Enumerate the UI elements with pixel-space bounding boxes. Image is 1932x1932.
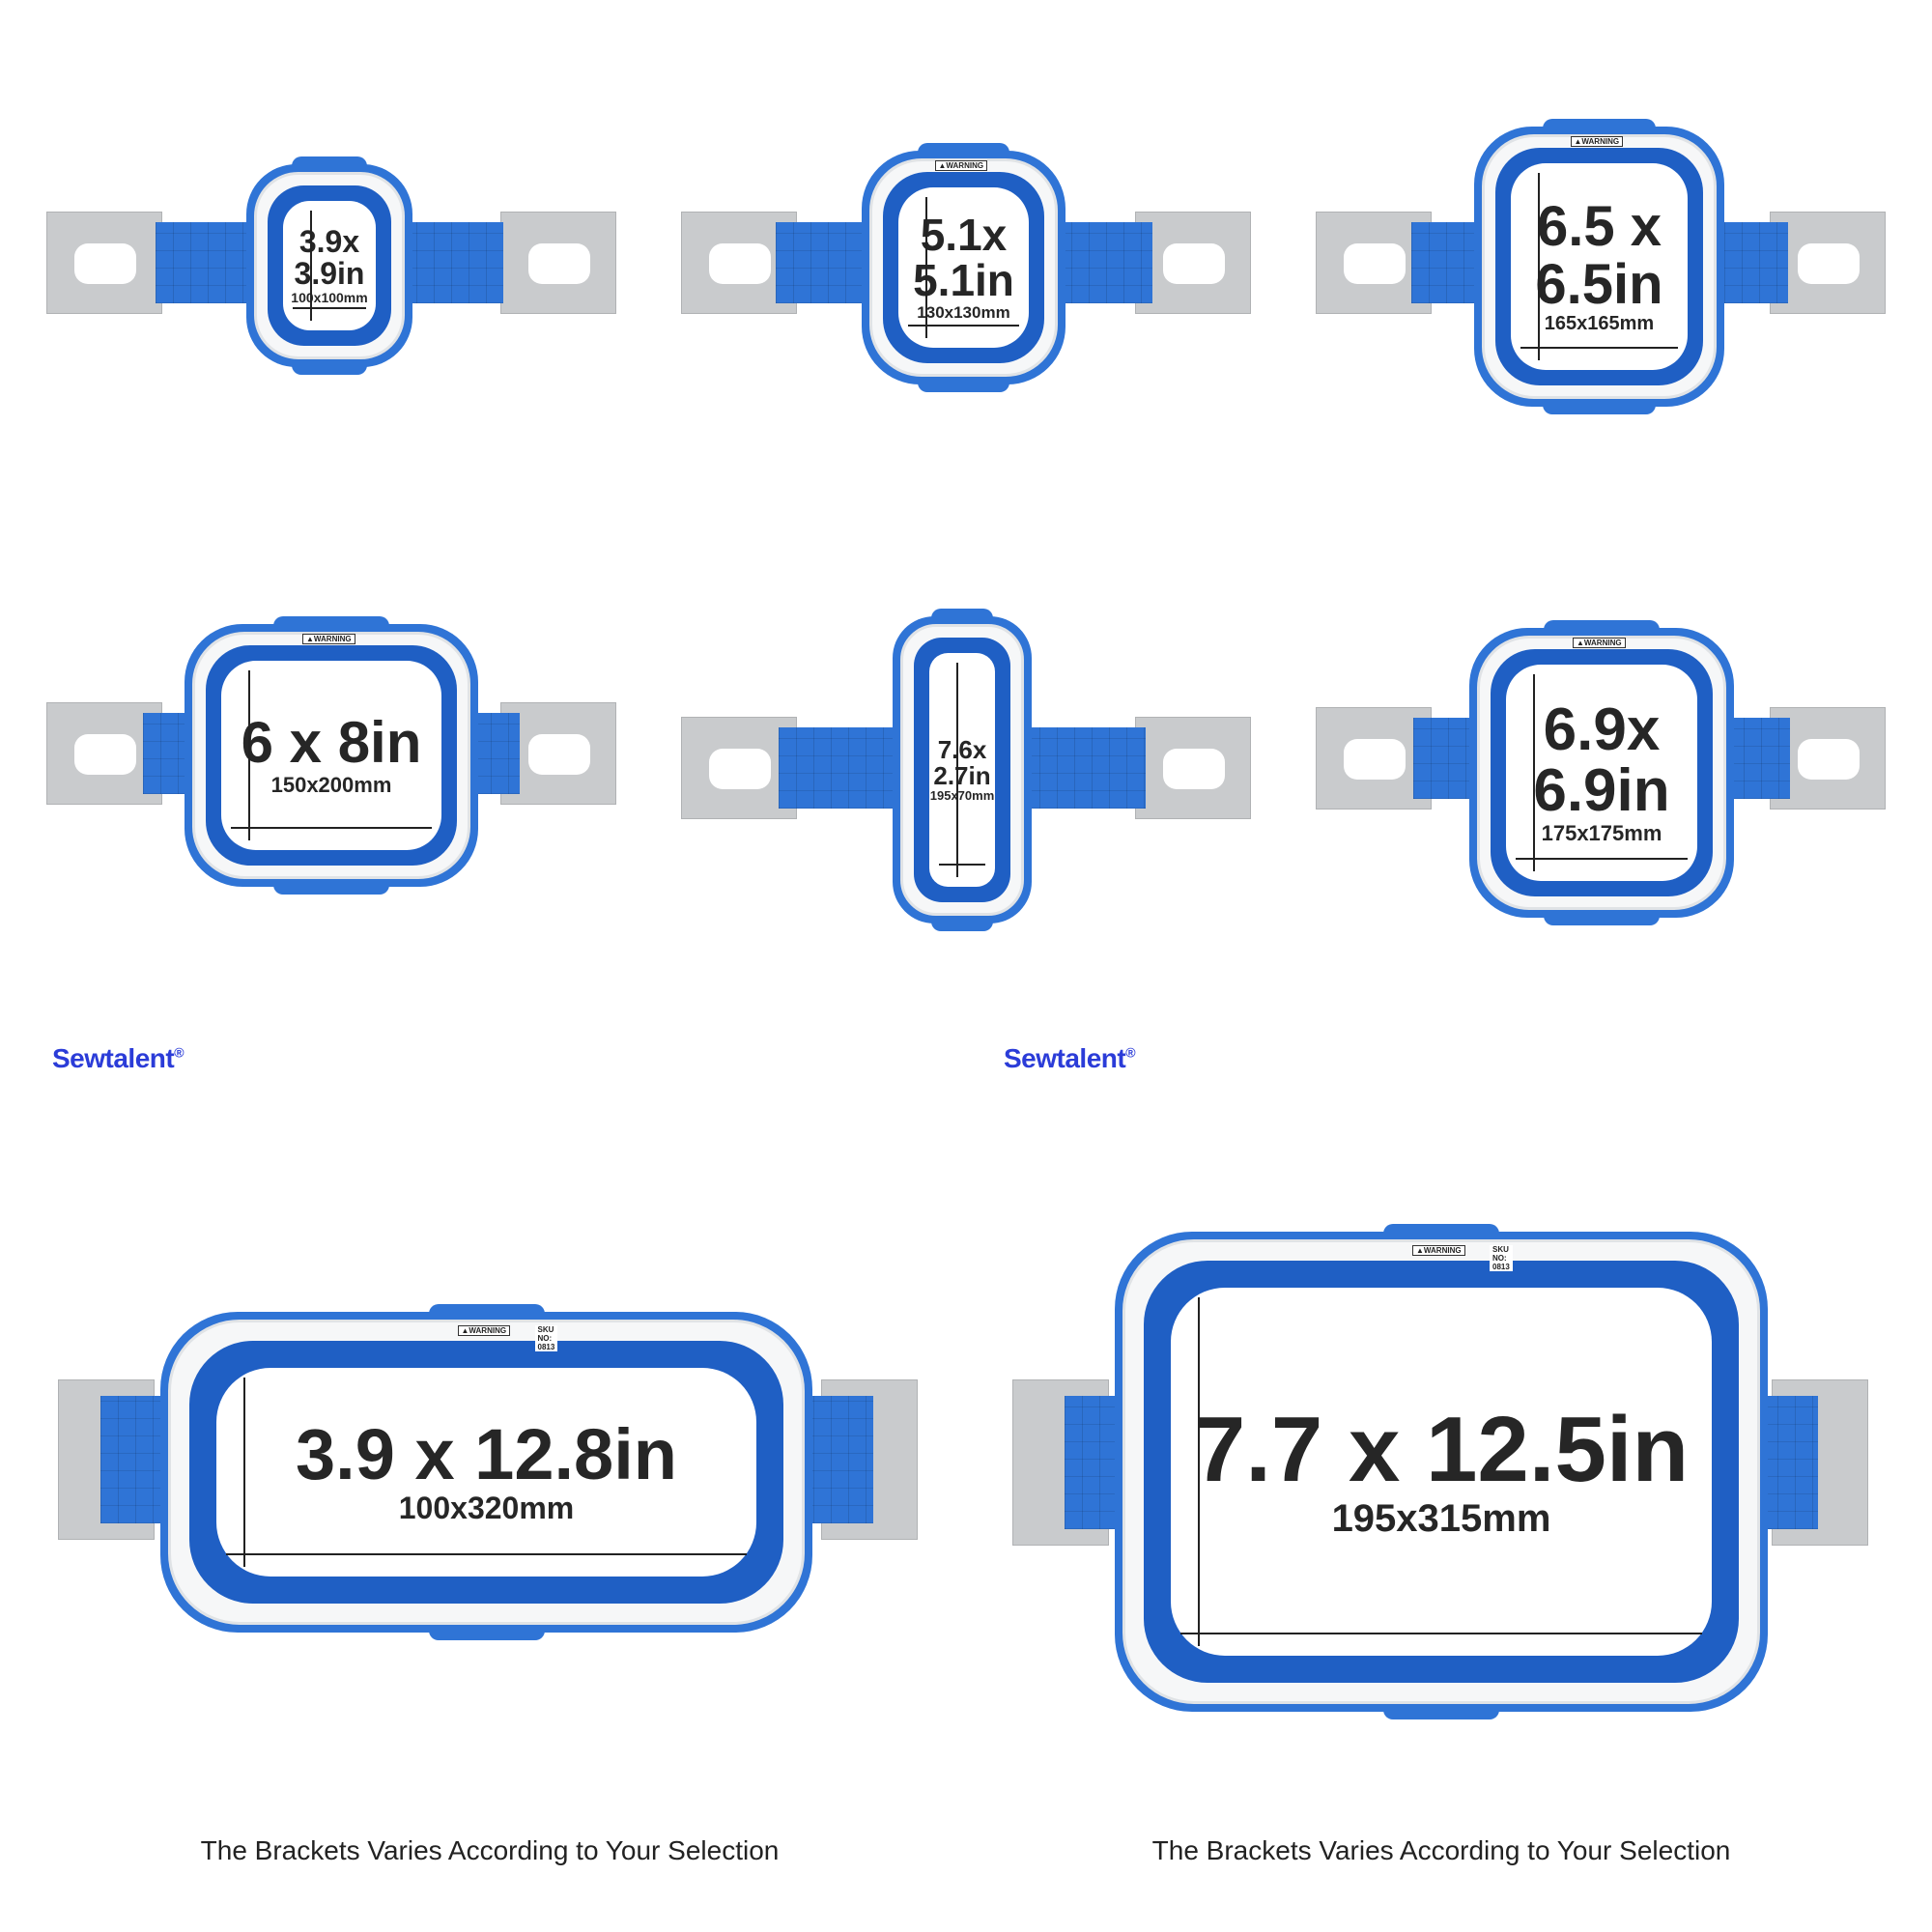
size-inches: 6.5 x 6.5in — [1535, 195, 1663, 316]
left-bracket — [681, 717, 797, 819]
bracket-hole — [1163, 242, 1225, 285]
height-arrow — [925, 197, 927, 338]
height-arrow — [1538, 173, 1540, 360]
sewing-area: 3.9 x 12.8in 100x320mm — [216, 1368, 756, 1577]
width-arrow — [1520, 347, 1678, 349]
warning-label: ▲WARNING — [934, 160, 988, 171]
bracket-caption: The Brackets Varies According to Your Se… — [200, 1835, 780, 1865]
sku-label: SKU NO: 0813 — [1490, 1245, 1513, 1271]
left-bracket — [46, 212, 162, 314]
brand-logo: Sewtalent® — [52, 1043, 185, 1073]
sewing-area: 7.7 x 12.5in 195x315mm — [1171, 1288, 1712, 1656]
height-arrow — [243, 1378, 245, 1567]
bracket-hole — [1344, 242, 1406, 285]
sewing-area: 6.9x 6.9in 175x175mm — [1506, 665, 1697, 881]
width-arrow — [231, 827, 432, 829]
size-inches: 7.7 x 12.5in — [1193, 1398, 1690, 1502]
width-arrow — [226, 1553, 747, 1555]
bracket-hole — [1798, 242, 1860, 285]
brand-logo: Sewtalent® — [1004, 1043, 1136, 1073]
size-millimeters: 100x100mm — [291, 289, 368, 305]
size-millimeters: 195x315mm — [1331, 1496, 1551, 1540]
width-arrow — [293, 307, 366, 309]
warning-label: ▲WARNING — [1570, 136, 1624, 147]
bracket-hole — [74, 242, 136, 285]
right-bracket — [1770, 212, 1886, 314]
height-arrow — [248, 670, 250, 840]
sewing-area: 6 x 8in 150x200mm — [221, 661, 441, 850]
bracket-caption: The Brackets Varies According to Your Se… — [1151, 1835, 1731, 1865]
height-arrow — [1198, 1297, 1200, 1646]
width-arrow — [908, 325, 1019, 327]
size-inches: 7.6x 2.7in — [933, 734, 991, 790]
bracket-hole — [528, 733, 590, 776]
warning-label: ▲WARNING — [1573, 638, 1626, 648]
size-millimeters: 165x165mm — [1544, 312, 1655, 334]
height-arrow — [310, 211, 312, 321]
sku-label: SKU NO: 0813 — [534, 1325, 558, 1351]
width-arrow — [939, 864, 985, 866]
left-bracket — [1316, 707, 1432, 810]
size-millimeters: 175x175mm — [1541, 821, 1662, 846]
right-bracket — [500, 702, 616, 805]
size-inches: 6.9x 6.9in — [1533, 696, 1670, 824]
warning-label: ▲WARNING — [302, 634, 355, 644]
right-bracket — [1135, 717, 1251, 819]
warning-label: ▲WARNING — [1412, 1245, 1465, 1256]
size-inches: 3.9x 3.9in — [294, 224, 365, 291]
width-arrow — [1516, 858, 1688, 860]
bracket-hole — [1344, 738, 1406, 781]
sewing-area: 5.1x 5.1in 130x130mm — [898, 187, 1029, 348]
bracket-hole — [709, 748, 771, 790]
bracket-hole — [528, 242, 590, 285]
bracket-hole — [709, 242, 771, 285]
height-arrow — [956, 663, 958, 877]
bracket-hole — [74, 733, 136, 776]
size-millimeters: 195x70mm — [929, 788, 995, 804]
sewing-area: 6.5 x 6.5in 165x165mm — [1511, 163, 1688, 370]
right-bracket — [500, 212, 616, 314]
warning-label: ▲WARNING — [457, 1325, 511, 1336]
bracket-hole — [1163, 748, 1225, 790]
bracket-hole — [1798, 738, 1860, 781]
height-arrow — [1533, 674, 1535, 871]
width-arrow — [1180, 1633, 1702, 1634]
sewing-area: 7.6x 2.7in 195x70mm — [929, 653, 995, 887]
size-millimeters: 130x130mm — [917, 302, 1010, 322]
right-bracket — [1135, 212, 1251, 314]
sewing-area: 3.9x 3.9in 100x100mm — [283, 201, 376, 330]
size-millimeters: 100x320mm — [398, 1491, 575, 1526]
size-inches: 5.1x 5.1in — [913, 210, 1014, 305]
size-inches: 3.9 x 12.8in — [296, 1413, 677, 1494]
size-inches: 6 x 8in — [241, 710, 422, 776]
size-millimeters: 150x200mm — [270, 772, 392, 797]
